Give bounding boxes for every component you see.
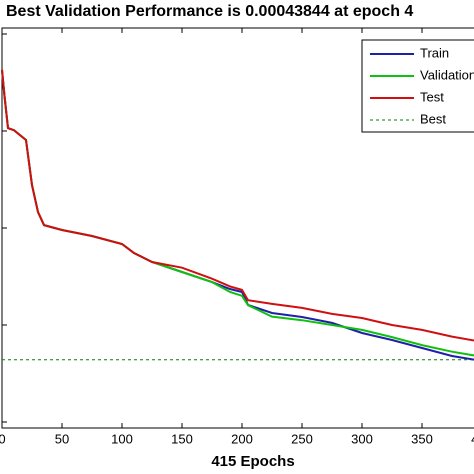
x-tick-label: 200 (231, 431, 253, 446)
x-tick-label: 350 (411, 431, 433, 446)
x-tick-label: 250 (291, 431, 313, 446)
x-tick-label: 150 (171, 431, 193, 446)
x-axis-label: 415 Epochs (211, 453, 294, 470)
x-tick-label: 50 (55, 431, 69, 446)
x-tick-label: 100 (111, 431, 133, 446)
chart-title: Best Validation Performance is 0.0004384… (6, 3, 413, 20)
x-tick-label: 400 (471, 431, 474, 446)
legend-label: Validation (420, 67, 474, 82)
legend-label: Train (420, 45, 449, 60)
x-tick-label: 300 (351, 431, 373, 446)
legend-label: Best (420, 111, 446, 126)
legend-label: Test (420, 89, 444, 104)
series-line (1, 69, 474, 342)
x-tick-label: 0 (0, 431, 6, 446)
legend-box (361, 39, 474, 133)
